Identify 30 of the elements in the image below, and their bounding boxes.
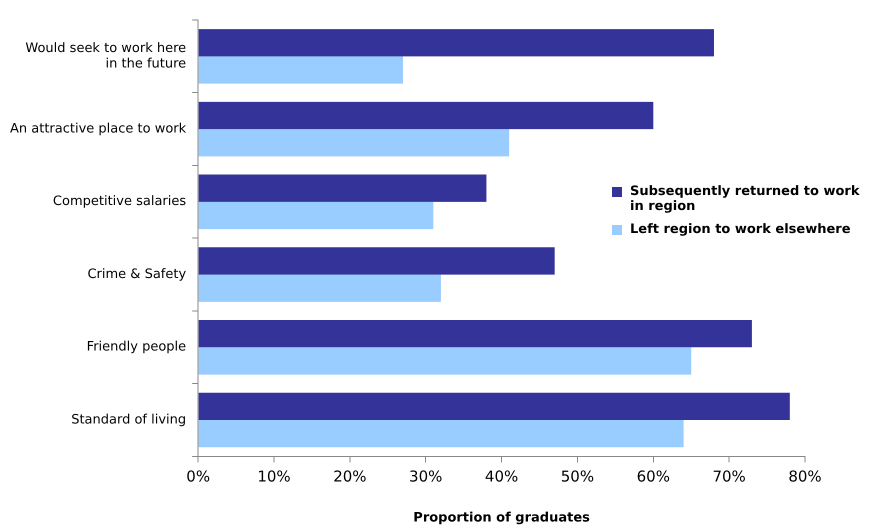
x-tick-label: 60%: [636, 467, 670, 486]
y-tick-label: Competitive salaries: [52, 194, 186, 210]
bar: [198, 274, 441, 302]
bar: [198, 247, 555, 275]
x-axis-title: Proportion of graduates: [413, 510, 590, 526]
bar: [198, 392, 790, 420]
bar: [198, 202, 434, 230]
y-tick-label: Crime & Safety: [87, 266, 186, 282]
x-tick-label: 30%: [409, 467, 442, 486]
bar: [198, 320, 752, 348]
bar: [198, 347, 692, 375]
y-tick-label: Standard of living: [71, 412, 186, 428]
x-tick-label: 40%: [484, 467, 518, 486]
bar: [198, 56, 403, 84]
bar: [198, 29, 714, 56]
legend-label: Subsequently returned to work in region: [630, 184, 860, 214]
x-tick-label: 80%: [788, 467, 822, 486]
bar: [198, 174, 486, 202]
x-tick-label: 50%: [560, 467, 594, 486]
bar: [198, 420, 684, 448]
bar: [198, 102, 654, 130]
bar: [198, 129, 510, 156]
x-tick-label: 0%: [186, 467, 210, 486]
y-tick-label: Would seek to work here in the future: [25, 40, 186, 72]
y-tick-label: Friendly people: [86, 340, 186, 355]
y-tick-label: An attractive place to work: [10, 121, 187, 136]
legend-label: Left region to work elsewhere: [630, 222, 851, 237]
x-tick-label: 70%: [712, 467, 746, 486]
x-tick-label: 10%: [257, 467, 291, 486]
x-tick-label: 20%: [333, 467, 367, 486]
